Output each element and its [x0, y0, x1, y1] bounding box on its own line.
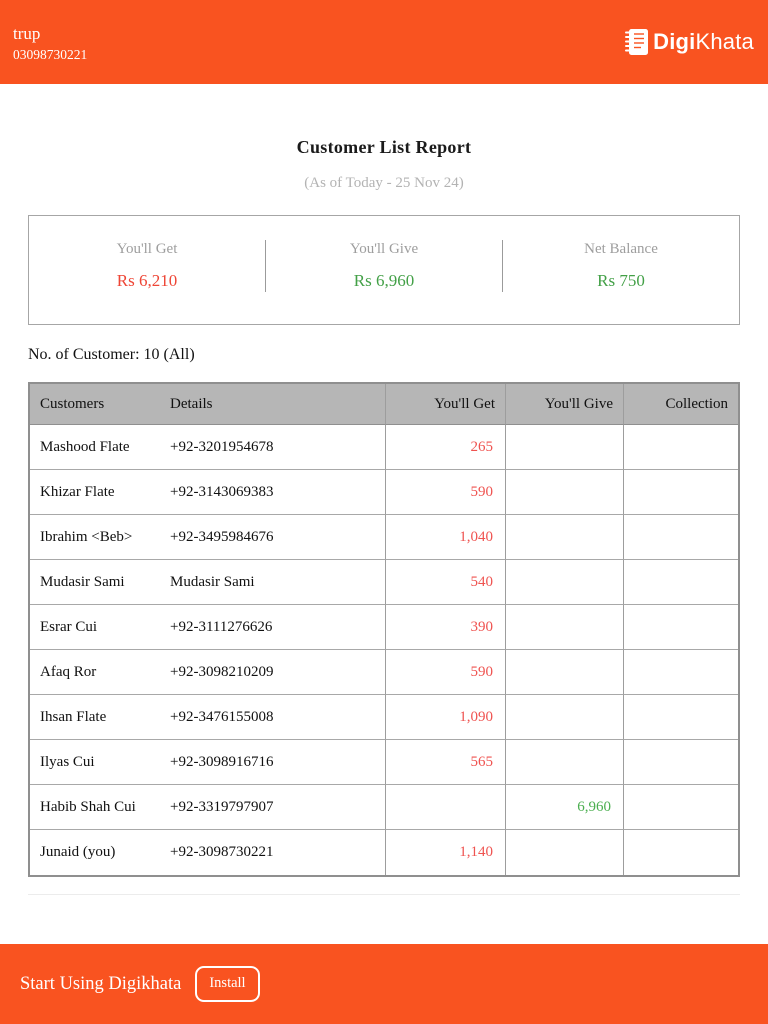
table-row: Khizar Flate +92-3143069383 590	[30, 470, 738, 515]
collection-cell	[623, 785, 738, 830]
collection-cell	[623, 425, 738, 470]
youll-give-cell	[505, 695, 623, 740]
youll-get-cell: 1,040	[385, 515, 505, 560]
customer-name-cell: Habib Shah Cui	[30, 785, 160, 830]
customer-details-cell: +92-3098916716	[160, 740, 385, 785]
table-header-row: Customers Details You'll Get You'll Give…	[30, 384, 738, 425]
collection-cell	[623, 650, 738, 695]
summary-divider	[265, 240, 266, 292]
customer-details-cell: +92-3495984676	[160, 515, 385, 560]
customer-name-cell: Afaq Ror	[30, 650, 160, 695]
table-row: Mashood Flate +92-3201954678 265	[30, 425, 738, 470]
table-row: Ihsan Flate +92-3476155008 1,090	[30, 695, 738, 740]
youll-give-cell	[505, 515, 623, 560]
collection-cell	[623, 740, 738, 785]
collection-cell	[623, 830, 738, 875]
collection-cell	[623, 695, 738, 740]
summary-net-balance-value: Rs 750	[597, 271, 645, 290]
brand-wordmark: DigiKhata	[653, 29, 754, 55]
youll-get-cell: 590	[385, 650, 505, 695]
table-row: Habib Shah Cui +92-3319797907 6,960	[30, 785, 738, 830]
customer-details-cell: +92-3098210209	[160, 650, 385, 695]
table-row: Afaq Ror +92-3098210209 590	[30, 650, 738, 695]
summary-youll-give-value: Rs 6,960	[353, 271, 415, 290]
summary-youll-get-label: You'll Get	[116, 241, 178, 257]
app-header: trup 03098730221 DigiKhata	[0, 0, 768, 84]
youll-give-cell	[505, 470, 623, 515]
summary-youll-give: You'll Give Rs 6,960	[266, 241, 502, 291]
header-customers: Customers	[30, 384, 160, 425]
summary-card: You'll Get Rs 6,210 You'll Give Rs 6,960…	[28, 215, 740, 325]
youll-get-cell: 540	[385, 560, 505, 605]
collection-cell	[623, 470, 738, 515]
youll-get-cell: 1,140	[385, 830, 505, 875]
header-youll-give: You'll Give	[505, 384, 623, 425]
summary-net-balance: Net Balance Rs 750	[503, 241, 739, 291]
customer-name-cell: Ilyas Cui	[30, 740, 160, 785]
header-collection: Collection	[623, 384, 738, 425]
youll-give-cell	[505, 650, 623, 695]
customer-count: No. of Customer: 10 (All)	[28, 346, 195, 363]
bottom-divider	[28, 894, 740, 895]
youll-get-cell: 1,090	[385, 695, 505, 740]
summary-youll-give-label: You'll Give	[349, 241, 419, 257]
report-subtitle: (As of Today - 25 Nov 24)	[304, 175, 464, 191]
install-banner: Start Using Digikhata Install	[0, 944, 768, 1024]
collection-cell	[623, 605, 738, 650]
customer-details-cell: Mudasir Sami	[160, 560, 385, 605]
youll-get-cell: 390	[385, 605, 505, 650]
youll-get-cell: 590	[385, 470, 505, 515]
youll-give-cell	[505, 605, 623, 650]
summary-divider	[502, 240, 503, 292]
youll-get-cell: 265	[385, 425, 505, 470]
youll-give-cell	[505, 830, 623, 875]
customer-details-cell: +92-3476155008	[160, 695, 385, 740]
customer-name-cell: Ibrahim <Beb>	[30, 515, 160, 560]
summary-youll-get: You'll Get Rs 6,210	[29, 241, 265, 291]
collection-cell	[623, 515, 738, 560]
table-row: Ilyas Cui +92-3098916716 565	[30, 740, 738, 785]
collection-cell	[623, 560, 738, 605]
table-row: Junaid (you) +92-3098730221 1,140	[30, 830, 738, 875]
customer-name-cell: Ihsan Flate	[30, 695, 160, 740]
youll-give-cell	[505, 560, 623, 605]
table-row: Esrar Cui +92-3111276626 390	[30, 605, 738, 650]
customer-name-cell: Khizar Flate	[30, 470, 160, 515]
header-details: Details	[160, 384, 385, 425]
brand-wordmark-bold: Digi	[653, 29, 696, 54]
account-name: trup	[13, 23, 41, 43]
summary-net-balance-label: Net Balance	[584, 241, 658, 257]
youll-give-cell	[505, 740, 623, 785]
ledger-book-icon	[624, 28, 649, 56]
customer-name-cell: Esrar Cui	[30, 605, 160, 650]
customers-table: Customers Details You'll Get You'll Give…	[28, 382, 740, 877]
customer-details-cell: +92-3098730221	[160, 830, 385, 875]
youll-get-cell: 565	[385, 740, 505, 785]
summary-youll-get-value: Rs 6,210	[116, 271, 178, 290]
customer-details-cell: +92-3319797907	[160, 785, 385, 830]
youll-give-cell: 6,960	[505, 785, 623, 830]
install-banner-text: Start Using Digikhata	[20, 973, 182, 994]
youll-give-cell	[505, 425, 623, 470]
customer-name-cell: Junaid (you)	[30, 830, 160, 875]
customer-name-cell: Mashood Flate	[30, 425, 160, 470]
youll-get-cell	[385, 785, 505, 830]
table-row: Mudasir Sami Mudasir Sami 540	[30, 560, 738, 605]
customer-details-cell: +92-3143069383	[160, 470, 385, 515]
header-youll-get: You'll Get	[385, 384, 505, 425]
table-row: Ibrahim <Beb> +92-3495984676 1,040	[30, 515, 738, 560]
customer-name-cell: Mudasir Sami	[30, 560, 160, 605]
brand-wordmark-light: Khata	[695, 29, 754, 54]
account-phone: 03098730221	[13, 46, 88, 62]
brand-logo: DigiKhata	[624, 28, 754, 56]
customer-details-cell: +92-3111276626	[160, 605, 385, 650]
customer-details-cell: +92-3201954678	[160, 425, 385, 470]
account-block: trup 03098730221	[13, 25, 87, 62]
report-title: Customer List Report	[296, 137, 472, 157]
install-button[interactable]: Install	[195, 966, 260, 1002]
